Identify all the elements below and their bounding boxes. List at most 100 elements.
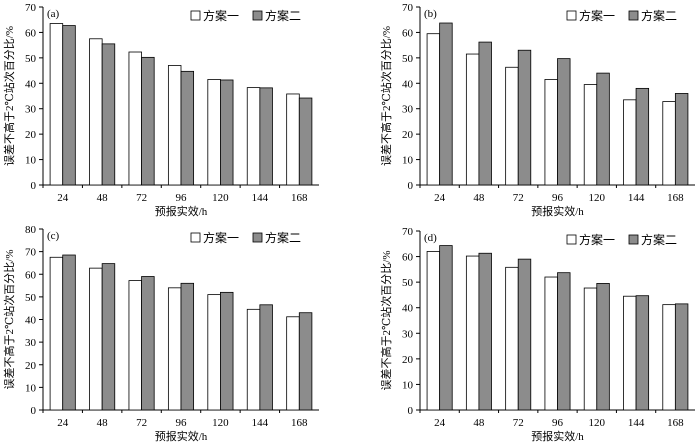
x-tick-label: 72 bbox=[513, 417, 524, 429]
chart-panel-4: 0 10 20 30 40 50 60 70 24 48 72 96 120 144 168 预报实效/h 误差… bbox=[379, 226, 695, 443]
bar-scheme-1-48h bbox=[89, 38, 103, 186]
y-tick-label: 40 bbox=[402, 303, 414, 315]
y-tick-label: 70 bbox=[402, 2, 414, 14]
bar-scheme-2-72h bbox=[517, 258, 532, 411]
x-tick-label: 144 bbox=[628, 192, 645, 204]
x-tick-label: 24 bbox=[434, 417, 446, 429]
y-axis-title: 误差不高于2℃站次百分比/% bbox=[2, 26, 16, 166]
x-tick-label: 48 bbox=[473, 192, 485, 204]
bar-scheme-2-168h bbox=[298, 312, 313, 411]
legend-swatch-scheme-2 bbox=[628, 234, 639, 245]
bar-scheme-2-48h bbox=[101, 263, 116, 411]
bar-scheme-1-96h bbox=[544, 276, 558, 411]
panel-label: (b) bbox=[424, 8, 437, 20]
x-tick-label: 48 bbox=[97, 192, 109, 204]
y-tick-label: 20 bbox=[402, 354, 414, 366]
x-tick-label: 168 bbox=[291, 192, 308, 204]
bar-scheme-2-24h bbox=[439, 22, 453, 186]
y-tick-label: 70 bbox=[25, 247, 37, 259]
panel-label: (a) bbox=[47, 8, 60, 20]
bar-scheme-1-24h bbox=[49, 23, 64, 186]
y-tick-label: 40 bbox=[25, 78, 37, 90]
legend-swatch-scheme-1 bbox=[566, 10, 577, 21]
bar-scheme-2-168h bbox=[298, 97, 313, 186]
y-tick-label: 50 bbox=[25, 53, 37, 65]
bar-scheme-2-120h bbox=[220, 291, 234, 411]
x-tick-label: 96 bbox=[552, 192, 564, 204]
bar-scheme-2-24h bbox=[62, 25, 76, 186]
panel-label: (c) bbox=[47, 230, 60, 242]
y-tick-label: 70 bbox=[402, 226, 414, 238]
y-tick-label: 10 bbox=[25, 155, 37, 167]
legend-swatch-scheme-2 bbox=[252, 232, 263, 243]
y-tick-label: 0 bbox=[408, 405, 414, 417]
bar-scheme-2-72h bbox=[141, 276, 155, 411]
bar-scheme-2-168h bbox=[674, 93, 689, 186]
bar-scheme-2-144h bbox=[635, 295, 650, 411]
y-tick-label: 60 bbox=[25, 269, 37, 281]
y-tick-label: 20 bbox=[25, 129, 37, 141]
bar-scheme-2-144h bbox=[259, 304, 273, 411]
bar-scheme-1-24h bbox=[49, 256, 64, 411]
legend: 方案一 方案二 bbox=[566, 8, 677, 23]
y-tick-label: 30 bbox=[402, 104, 414, 116]
y-tick-label: 40 bbox=[402, 78, 414, 90]
y-tick-label: 60 bbox=[402, 252, 414, 264]
bar-scheme-2-168h bbox=[674, 303, 689, 411]
x-tick-label: 168 bbox=[291, 417, 308, 429]
y-tick-label: 30 bbox=[25, 104, 37, 116]
bar-scheme-2-144h bbox=[259, 87, 273, 186]
x-tick-label: 168 bbox=[667, 192, 684, 204]
y-tick-label: 0 bbox=[31, 180, 37, 192]
y-axis-title: 误差不高于2℃站次百分比/% bbox=[379, 26, 393, 166]
y-tick-label: 0 bbox=[408, 180, 414, 192]
legend-swatch-scheme-2 bbox=[628, 10, 639, 21]
x-tick-label: 24 bbox=[57, 192, 69, 204]
x-tick-label: 120 bbox=[589, 417, 606, 429]
bar-scheme-2-96h bbox=[557, 58, 571, 186]
bar-scheme-2-72h bbox=[141, 56, 155, 186]
legend: 方案一 方案二 bbox=[190, 8, 301, 23]
bar-scheme-1-24h bbox=[426, 33, 441, 186]
y-tick-label: 50 bbox=[25, 292, 37, 304]
bar-scheme-1-168h bbox=[662, 304, 676, 411]
legend-swatch-scheme-1 bbox=[190, 10, 201, 21]
y-tick-label: 10 bbox=[25, 382, 37, 394]
x-tick-label: 144 bbox=[252, 417, 269, 429]
bar-scheme-2-24h bbox=[62, 254, 76, 411]
bar-scheme-1-96h bbox=[544, 79, 558, 186]
bar-scheme-1-168h bbox=[286, 93, 300, 186]
y-axis-title: 误差不高于2℃站次百分比/% bbox=[379, 250, 393, 390]
bar-scheme-1-72h bbox=[128, 280, 142, 411]
y-tick-label: 80 bbox=[25, 224, 37, 236]
y-tick-label: 30 bbox=[25, 337, 37, 349]
legend-label-scheme-2: 方案二 bbox=[265, 230, 301, 245]
legend-swatch-scheme-2 bbox=[252, 10, 263, 21]
legend-label-scheme-1: 方案一 bbox=[579, 232, 615, 247]
bar-scheme-1-120h bbox=[207, 79, 221, 186]
legend-label-scheme-2: 方案二 bbox=[641, 232, 677, 247]
bar-scheme-1-24h bbox=[426, 251, 441, 411]
x-tick-label: 168 bbox=[667, 417, 684, 429]
bar-scheme-1-96h bbox=[167, 287, 182, 411]
x-tick-label: 24 bbox=[434, 192, 446, 204]
bar-scheme-1-72h bbox=[128, 51, 142, 186]
y-tick-label: 50 bbox=[402, 277, 414, 289]
bar-scheme-2-144h bbox=[635, 87, 650, 186]
legend-label-scheme-1: 方案一 bbox=[203, 230, 239, 245]
x-tick-label: 120 bbox=[212, 417, 229, 429]
y-axis-title: 误差不高于2℃站次百分比/% bbox=[2, 249, 16, 389]
legend-label-scheme-2: 方案二 bbox=[265, 8, 301, 23]
x-tick-label: 48 bbox=[97, 417, 109, 429]
bar-scheme-2-72h bbox=[517, 49, 532, 186]
legend: 方案一 方案二 bbox=[566, 232, 677, 247]
bar-scheme-1-144h bbox=[623, 295, 637, 411]
y-tick-label: 50 bbox=[402, 53, 414, 65]
bar-scheme-1-96h bbox=[167, 65, 182, 186]
bar-scheme-1-120h bbox=[583, 84, 598, 186]
x-tick-label: 144 bbox=[252, 192, 269, 204]
bar-scheme-2-96h bbox=[180, 282, 195, 411]
x-axis-title: 预报实效/h bbox=[155, 204, 208, 218]
bar-scheme-2-96h bbox=[557, 272, 571, 411]
